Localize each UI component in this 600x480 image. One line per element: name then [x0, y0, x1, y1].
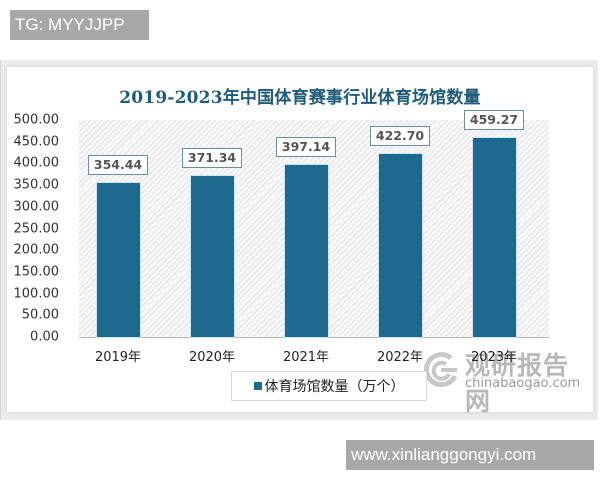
- url-badge: www.xinlianggongyi.com: [346, 440, 594, 470]
- chart-legend: 体育场馆数量（万个）: [231, 371, 427, 401]
- legend-label: 体育场馆数量（万个）: [264, 379, 405, 395]
- bar: [96, 183, 140, 337]
- legend-swatch: [253, 382, 262, 390]
- y-tick-label: 500.00: [13, 112, 60, 128]
- bar-value-label: 459.27: [464, 109, 524, 130]
- chart-frame: 2019-2023年中国体育赛事行业体育场馆数量 0.00 50.00 100.00…: [0, 60, 598, 420]
- bar-value-label: 422.70: [370, 125, 430, 146]
- y-tick-label: 400.00: [13, 155, 60, 171]
- y-tick-label: 200.00: [13, 242, 60, 258]
- watermark-en-text: chinabaogao.com: [465, 376, 581, 391]
- x-tick-label: 2021年: [282, 350, 330, 365]
- y-tick-label: 100.00: [13, 286, 60, 302]
- x-tick-label: 2022年: [376, 350, 424, 365]
- chart-title: 2019-2023年中国体育赛事行业体育场馆数量: [119, 88, 481, 108]
- x-tick-label: 2019年: [94, 350, 142, 365]
- bar-value-label: 354.44: [88, 155, 148, 176]
- y-tick-label: 350.00: [13, 177, 60, 193]
- watermark-cn-text: 观研报告网: [465, 351, 570, 416]
- tag-badge: TG: MYYJJPP: [10, 10, 149, 40]
- x-tick-label: 2023年: [470, 350, 518, 365]
- bar: [284, 164, 328, 337]
- bar: [190, 175, 234, 337]
- x-tick-label: 2020年: [188, 350, 236, 365]
- y-tick-label: 250.00: [13, 221, 60, 236]
- y-tick-label: 450.00: [13, 134, 60, 150]
- y-tick-label: 50.00: [21, 307, 59, 323]
- y-tick-label: 300.00: [13, 199, 60, 215]
- bar-value-label: 371.34: [182, 147, 242, 168]
- y-tick-label: 150.00: [13, 264, 60, 280]
- bar-value-label: 397.14: [276, 136, 336, 157]
- y-tick-label: 0.00: [30, 329, 59, 345]
- chart-panel: 2019-2023年中国体育赛事行业体育场馆数量 0.00 50.00 100.00…: [7, 67, 593, 416]
- watermark: 观研报告网 chinabaogao.com: [421, 346, 581, 416]
- bar: [378, 153, 422, 337]
- bar: [472, 137, 516, 337]
- plot-area: 354.44 371.34 397.14 422.70 459.27: [79, 109, 549, 338]
